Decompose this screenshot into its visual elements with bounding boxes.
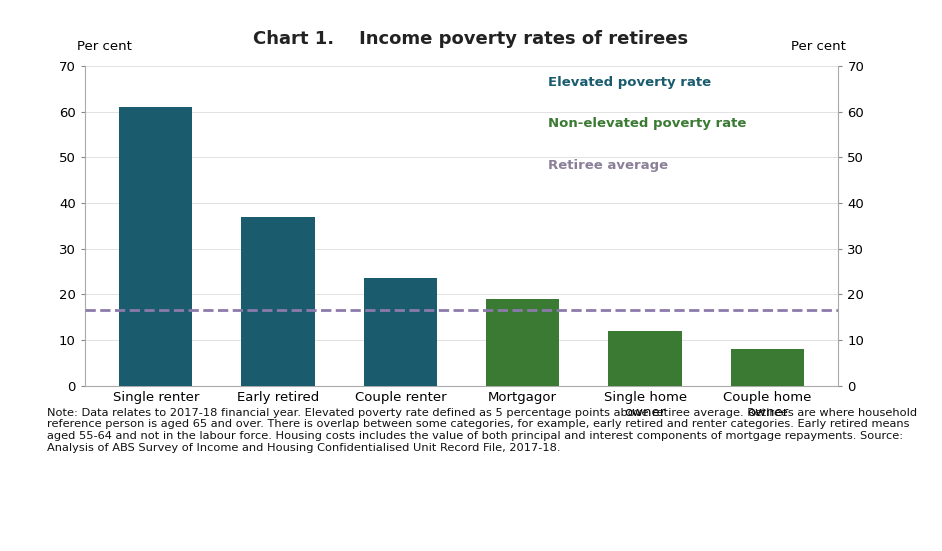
Text: Note: Data relates to 2017-18 financial year. Elevated poverty rate defined as 5: Note: Data relates to 2017-18 financial … [47, 408, 918, 452]
Bar [486, 299, 560, 386]
Text: Non-elevated poverty rate: Non-elevated poverty rate [548, 117, 747, 130]
Text: Chart 1.    Income poverty rates of retirees: Chart 1. Income poverty rates of retiree… [253, 30, 689, 48]
Text: Elevated poverty rate: Elevated poverty rate [548, 75, 711, 89]
Bar [609, 331, 682, 386]
Text: Per cent: Per cent [77, 40, 132, 53]
Bar [364, 278, 437, 386]
Bar [119, 107, 192, 386]
Bar [731, 349, 804, 386]
Text: Retiree average: Retiree average [548, 159, 669, 172]
Bar [241, 217, 315, 386]
Text: Per cent: Per cent [791, 40, 846, 53]
